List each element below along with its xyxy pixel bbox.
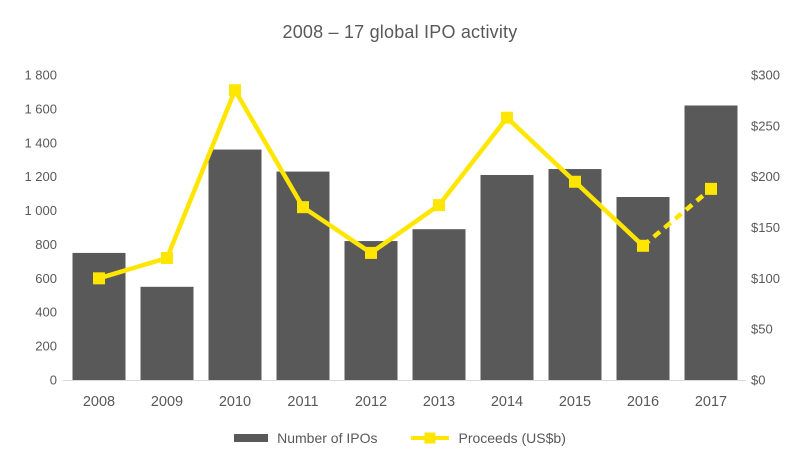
bar-2015 bbox=[548, 169, 602, 380]
left-axis-tick-label: 1 200 bbox=[24, 169, 57, 184]
legend: Number of IPOs Proceeds (US$b) bbox=[0, 427, 800, 449]
marker-2009 bbox=[161, 252, 173, 264]
left-axis-tick-label: 800 bbox=[35, 237, 57, 252]
x-axis-label-2017: 2017 bbox=[695, 394, 727, 410]
left-axis-tick-label: 1 600 bbox=[24, 101, 57, 116]
marker-2016 bbox=[637, 239, 649, 252]
right-axis-tick-label: $100 bbox=[751, 271, 780, 286]
left-axis-tick-label: 400 bbox=[35, 305, 57, 320]
x-axis-label-2012: 2012 bbox=[355, 394, 387, 410]
line-series-legend-label: Proceeds (US$b) bbox=[458, 430, 566, 446]
marker-2015 bbox=[569, 175, 581, 188]
chart-title: 2008 – 17 global IPO activity bbox=[282, 22, 518, 42]
left-axis-tick-label: 200 bbox=[35, 339, 57, 354]
x-axis-label-2013: 2013 bbox=[423, 394, 455, 410]
bar-2012 bbox=[344, 241, 398, 380]
bar-2010 bbox=[208, 149, 262, 380]
bar-2016 bbox=[616, 197, 670, 380]
x-axis-label-2009: 2009 bbox=[151, 394, 183, 410]
bar-series-swatch-icon bbox=[234, 434, 269, 442]
x-axis-label-2015: 2015 bbox=[559, 394, 591, 410]
left-axis-tick-label: 0 bbox=[50, 373, 57, 388]
x-axis-label-2010: 2010 bbox=[219, 394, 251, 410]
right-axis-tick-label: $200 bbox=[751, 169, 780, 184]
bar-2009 bbox=[140, 286, 194, 380]
bar-series-legend-label: Number of IPOs bbox=[277, 430, 378, 446]
marker-2010 bbox=[229, 84, 241, 97]
marker-2011 bbox=[297, 201, 309, 214]
marker-2017 bbox=[705, 182, 717, 195]
bar-2017 bbox=[684, 105, 738, 380]
x-axis-label-2016: 2016 bbox=[627, 394, 659, 410]
left-axis-tick-label: 1 400 bbox=[24, 135, 57, 150]
right-axis-tick-label: $0 bbox=[751, 373, 765, 388]
right-axis-tick-label: $50 bbox=[751, 322, 773, 337]
marker-2008 bbox=[93, 272, 105, 285]
x-axis-label-2014: 2014 bbox=[491, 394, 523, 410]
left-axis-tick-label: 1 800 bbox=[24, 68, 57, 83]
left-axis-tick-label: 1 000 bbox=[24, 203, 57, 218]
right-axis-tick-label: $150 bbox=[751, 220, 780, 235]
proceeds-line-dashed bbox=[641, 187, 713, 248]
x-axis-label-2011: 2011 bbox=[287, 394, 318, 410]
marker-2012 bbox=[365, 246, 377, 259]
marker-2014 bbox=[501, 111, 513, 124]
legend-item-number-of-ipos: Number of IPOs bbox=[234, 430, 377, 446]
legend-item-proceeds: Proceeds (US$b) bbox=[411, 430, 566, 446]
right-axis-tick-label: $250 bbox=[751, 118, 780, 133]
bar-2013 bbox=[412, 229, 466, 380]
marker-2013 bbox=[433, 199, 445, 212]
x-axis-label-2008: 2008 bbox=[83, 394, 115, 410]
right-axis-tick-label: $300 bbox=[751, 68, 780, 83]
bar-2014 bbox=[480, 174, 534, 380]
line-series-swatch-icon bbox=[411, 432, 450, 444]
left-axis-tick-label: 600 bbox=[35, 271, 57, 286]
